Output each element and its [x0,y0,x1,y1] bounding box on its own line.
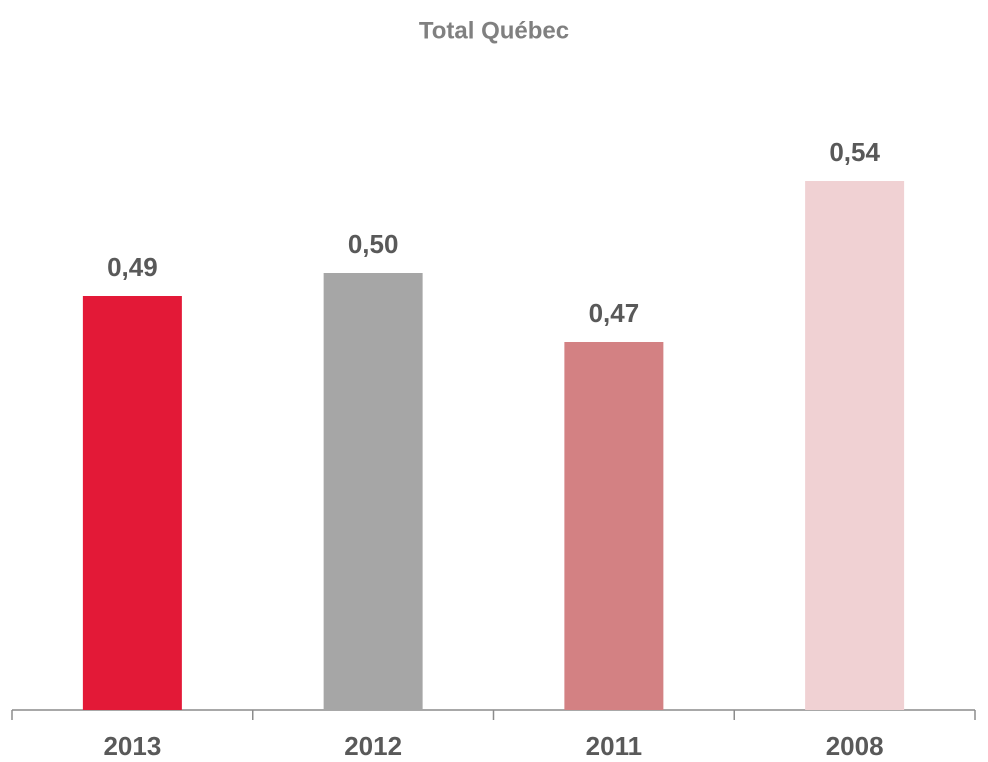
x-tick-label: 2013 [103,731,161,761]
value-label: 0,54 [829,137,880,167]
bar [564,342,664,710]
x-tick-label: 2011 [586,731,642,761]
bar [323,273,423,710]
value-label: 0,50 [348,229,399,259]
bar [805,181,905,710]
chart-title: Total Québec [419,17,569,44]
value-label: 0,47 [589,298,640,328]
x-tick-label: 2008 [826,731,884,761]
value-label: 0,49 [107,252,158,282]
x-tick-label: 2012 [344,731,402,761]
bar [82,296,182,710]
